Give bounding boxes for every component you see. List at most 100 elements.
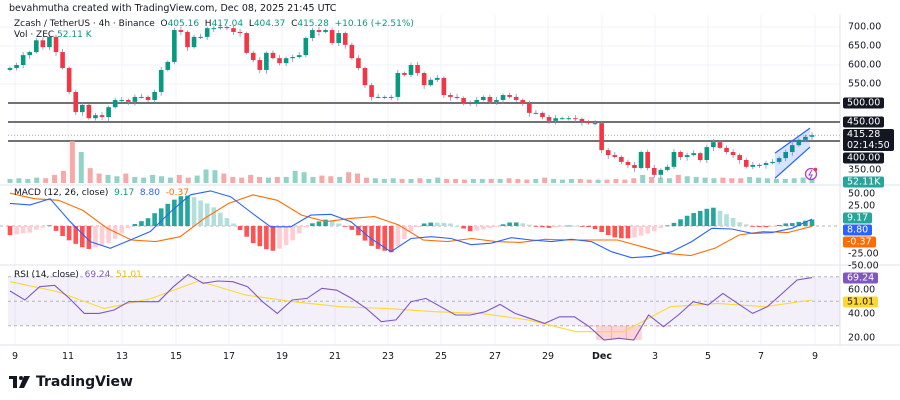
volume-bar <box>649 176 655 183</box>
volume-bar <box>337 176 343 183</box>
candle-body <box>99 115 105 118</box>
macd-histogram-bar <box>356 226 361 236</box>
symbol-label[interactable]: Zcash / TetherUS · 4h · Binance <box>14 19 155 29</box>
candle-body <box>369 85 374 97</box>
tradingview-logo[interactable]: TradingView <box>9 374 133 390</box>
open-label: O <box>160 19 168 29</box>
volume-bar <box>25 178 31 183</box>
macd-tick-label: 50.00 <box>848 188 876 199</box>
volume-bar <box>426 178 432 183</box>
volume-bar <box>372 178 378 183</box>
macd-label[interactable]: MACD (12, 26, close) <box>14 188 109 198</box>
macd-line-tag: 8.80 <box>843 224 873 235</box>
volume-bar <box>257 176 263 183</box>
macd-histogram-bar <box>612 226 618 238</box>
candle-body <box>356 58 361 69</box>
macd-histogram-bar <box>126 226 131 229</box>
macd-histogram-bar <box>691 213 696 226</box>
macd-histogram-bar <box>86 226 92 249</box>
candle-body <box>27 52 33 56</box>
date-tick-label: 27 <box>488 351 502 362</box>
macd-histogram-bar <box>224 218 230 226</box>
candle-body <box>513 96 519 100</box>
candle-body <box>264 52 269 70</box>
macd-histogram-bar <box>737 222 742 226</box>
macd-histogram-bar <box>145 218 151 226</box>
macd-histogram-bar <box>132 224 138 226</box>
macd-signal-value: -0.37 <box>165 188 189 198</box>
volume-bar <box>141 177 147 183</box>
date-tick-label: 13 <box>115 351 129 362</box>
volume-bar <box>729 178 735 183</box>
macd-histogram-bar <box>803 220 808 226</box>
candle-body <box>145 96 151 100</box>
volume-label: Vol · ZEC <box>14 30 55 40</box>
volume-bar <box>738 178 744 183</box>
candle-body <box>671 152 677 167</box>
volume-bar <box>747 176 753 183</box>
macd-histogram-bar <box>264 226 269 250</box>
macd-histogram-bar <box>500 224 506 226</box>
candle-body <box>250 52 256 61</box>
date-tick-label: 15 <box>169 351 183 362</box>
macd-histogram-bar <box>750 226 756 227</box>
candle-body <box>257 60 263 70</box>
macd-hist-tag: 9.17 <box>843 212 873 223</box>
candle-body <box>796 139 802 146</box>
candle-body <box>527 103 532 113</box>
candle-body <box>783 152 789 159</box>
macd-histogram-bar <box>139 221 144 226</box>
date-tick-label: 25 <box>434 351 448 362</box>
rsi-label[interactable]: RSI (14, close) <box>14 270 79 280</box>
macd-histogram-bar <box>296 226 302 234</box>
macd-histogram-bar <box>20 226 26 234</box>
volume-bar <box>310 176 316 183</box>
volume-bar <box>60 170 66 183</box>
macd-histogram-bar <box>579 226 585 227</box>
date-tick-label: 29 <box>541 351 555 362</box>
level-tag-500: 500.00 <box>843 97 885 109</box>
candle-body <box>507 95 512 97</box>
rsi-tick-label: 60.00 <box>848 284 876 295</box>
candle-body <box>474 99 480 103</box>
rsi-legend: RSI (14, close) 69.24 51.01 <box>14 270 142 281</box>
open-value: 405.16 <box>167 19 200 29</box>
volume-bar <box>16 178 22 183</box>
macd-histogram-bar <box>704 208 710 226</box>
candle-body <box>296 55 302 58</box>
macd-signal-line <box>9 192 813 257</box>
macd-histogram-bar <box>7 226 13 236</box>
candle-body <box>336 33 341 43</box>
volume-bar <box>684 176 690 183</box>
candle-body <box>553 118 558 121</box>
macd-histogram-bar <box>303 226 309 228</box>
macd-histogram-bar <box>158 208 164 226</box>
volume-bar <box>381 178 387 183</box>
rsi-oversold-fill <box>596 325 613 341</box>
candle-body <box>678 152 683 157</box>
macd-histogram-bar <box>711 207 716 226</box>
volume-bar <box>265 177 271 183</box>
price-tick-label: 700.00 <box>848 21 882 33</box>
candle-body <box>461 98 466 103</box>
candle-body <box>763 163 769 165</box>
candle-body <box>579 118 585 122</box>
macd-histogram-bar <box>73 226 79 244</box>
lightning-icon[interactable] <box>804 167 818 181</box>
candle-body <box>66 68 72 92</box>
macd-histogram-bar <box>507 222 512 226</box>
volume-bar <box>613 178 619 183</box>
candle-body <box>592 123 598 125</box>
candle-body <box>428 79 434 86</box>
macd-histogram-bar <box>93 226 98 248</box>
volume-bar <box>764 178 770 183</box>
candle-body <box>231 28 236 32</box>
channel-fill <box>775 128 810 179</box>
volume-bar <box>533 178 539 183</box>
candle-body <box>500 95 506 100</box>
volume-bar <box>470 178 476 183</box>
candle-body <box>40 40 46 48</box>
candle-body <box>73 91 79 113</box>
macd-signal-tag: -0.37 <box>843 236 876 247</box>
